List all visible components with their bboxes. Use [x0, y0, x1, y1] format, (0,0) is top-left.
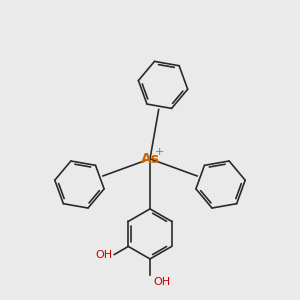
Text: As: As: [140, 152, 160, 166]
Text: OH: OH: [153, 277, 170, 286]
Text: +: +: [155, 147, 164, 158]
Text: OH: OH: [96, 250, 113, 260]
